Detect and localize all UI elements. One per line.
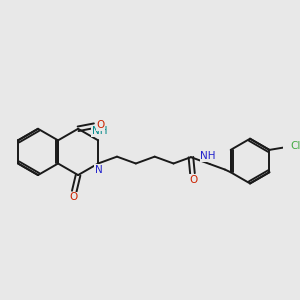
Text: NH: NH xyxy=(200,151,216,161)
Text: O: O xyxy=(189,175,197,184)
Text: O: O xyxy=(96,120,105,130)
Text: Cl: Cl xyxy=(290,141,300,151)
Text: N: N xyxy=(95,165,103,175)
Text: O: O xyxy=(69,192,78,203)
Text: NH: NH xyxy=(92,126,107,136)
